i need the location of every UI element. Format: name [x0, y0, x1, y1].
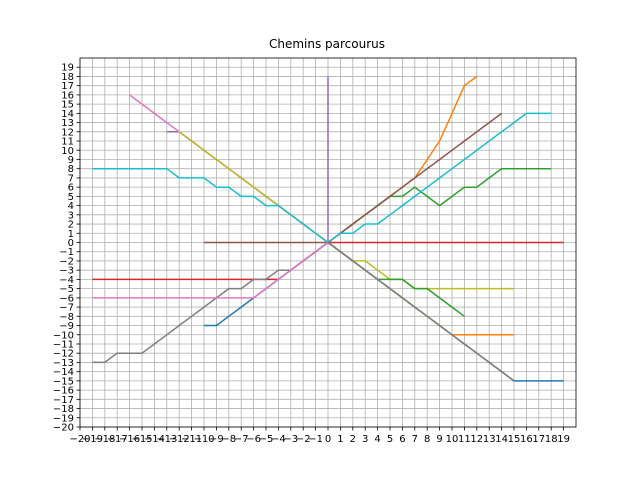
- y-tick-label: −15: [53, 376, 74, 387]
- x-tick-label: −10: [193, 434, 214, 445]
- y-tick-label: 13: [61, 118, 74, 129]
- y-tick-label: 2: [68, 220, 74, 231]
- y-tick-label: 5: [68, 192, 74, 203]
- x-tick-label: 15: [508, 434, 521, 445]
- series-group: [92, 75, 564, 382]
- x-tick-label: 18: [545, 434, 558, 445]
- x-tick-label: 2: [350, 434, 356, 445]
- y-tick-label: 4: [68, 201, 74, 212]
- y-tick-label: 17: [61, 81, 74, 92]
- x-tick-label: −11: [181, 434, 202, 445]
- series-line-1: [327, 241, 564, 382]
- x-tick-label: 7: [412, 434, 418, 445]
- y-tick-label: 3: [68, 210, 74, 221]
- series-line-8: [92, 241, 329, 364]
- x-tick-label: 19: [557, 434, 570, 445]
- x-tick-label: 5: [387, 434, 393, 445]
- x-tick-label: 6: [399, 434, 405, 445]
- y-tick-label: −4: [59, 275, 74, 286]
- y-tick-label: −12: [53, 349, 74, 360]
- x-tick-label: −6: [246, 434, 261, 445]
- x-tick-label: 13: [483, 434, 496, 445]
- y-tick-label: −8: [59, 312, 74, 323]
- y-tick-label: 8: [68, 164, 74, 175]
- y-tick-label: 1: [68, 229, 74, 240]
- y-tick-label: −5: [59, 284, 74, 295]
- x-tick-label: 3: [362, 434, 368, 445]
- x-tick-label: −8: [221, 434, 236, 445]
- series-line-17: [92, 241, 329, 299]
- x-tick-label: −20: [69, 434, 90, 445]
- y-tick-label: 19: [61, 63, 74, 74]
- y-tick-label: −10: [53, 330, 74, 341]
- y-tick-label: 15: [61, 100, 74, 111]
- y-tick-label: −1: [59, 247, 74, 258]
- x-tick-label: 1: [337, 434, 343, 445]
- x-tick-label: −3: [283, 434, 298, 445]
- y-tick-label: −9: [59, 321, 74, 332]
- y-tick-label: −18: [53, 404, 74, 415]
- y-tick-label: −7: [59, 303, 74, 314]
- x-tick-label: −7: [234, 434, 249, 445]
- x-tick-label: 8: [424, 434, 430, 445]
- series-line-18: [327, 241, 515, 382]
- y-tick-label: −19: [53, 413, 74, 424]
- x-tick-label: −5: [259, 434, 274, 445]
- y-tick-label: −17: [53, 395, 74, 406]
- x-tick-label: 11: [458, 434, 471, 445]
- y-tick-label: 9: [68, 155, 74, 166]
- series-line-20: [92, 167, 329, 244]
- y-tick-label: 11: [61, 137, 74, 148]
- y-tick-label: 6: [68, 183, 74, 194]
- x-tick-label: −4: [271, 434, 286, 445]
- y-tick-label: 10: [61, 146, 74, 157]
- x-tick-label: 14: [495, 434, 508, 445]
- y-tick-label: −16: [53, 386, 74, 397]
- y-tick-label: 14: [61, 109, 74, 120]
- x-tick-label: 12: [470, 434, 483, 445]
- x-tick-label: −1: [308, 434, 323, 445]
- x-tick-label: −19: [82, 434, 103, 445]
- x-tick-label: 4: [374, 434, 380, 445]
- y-tick-label: 0: [68, 238, 74, 249]
- x-tick-label: 17: [532, 434, 545, 445]
- y-tick-label: 18: [61, 72, 74, 83]
- x-tick-label: −15: [131, 434, 152, 445]
- series-line-9: [327, 241, 514, 290]
- y-tick-label: −3: [59, 266, 74, 277]
- x-tick-label: 16: [520, 434, 533, 445]
- y-tick-label: −13: [53, 358, 74, 369]
- y-tick-label: −6: [59, 293, 74, 304]
- y-tick-label: 16: [61, 90, 74, 101]
- x-tick-label: −2: [296, 434, 311, 445]
- series-line-6: [327, 112, 503, 244]
- series-line-10: [327, 112, 552, 244]
- x-tick-label: −18: [94, 434, 115, 445]
- x-tick-label: −17: [107, 434, 128, 445]
- x-tick-label: 10: [446, 434, 459, 445]
- x-axis-ticks: −20−19−18−17−16−15−14−13−12−11−10−9−8−7−…: [69, 427, 570, 445]
- y-tick-label: −14: [53, 367, 74, 378]
- x-tick-label: −9: [209, 434, 224, 445]
- x-tick-label: 9: [436, 434, 442, 445]
- y-tick-label: −20: [53, 423, 74, 434]
- y-axis-ticks: −20−19−18−17−16−15−14−13−12−11−10−9−8−7−…: [53, 63, 80, 434]
- x-tick-label: −13: [156, 434, 177, 445]
- x-tick-label: −12: [169, 434, 190, 445]
- x-tick-label: 0: [325, 434, 331, 445]
- x-tick-label: −14: [144, 434, 165, 445]
- chart-title: Chemins parcourus: [269, 37, 385, 51]
- y-tick-label: −11: [53, 339, 74, 350]
- x-tick-label: −16: [119, 434, 140, 445]
- y-tick-label: 12: [61, 127, 74, 138]
- y-tick-label: 7: [68, 173, 74, 184]
- y-tick-label: −2: [59, 256, 74, 267]
